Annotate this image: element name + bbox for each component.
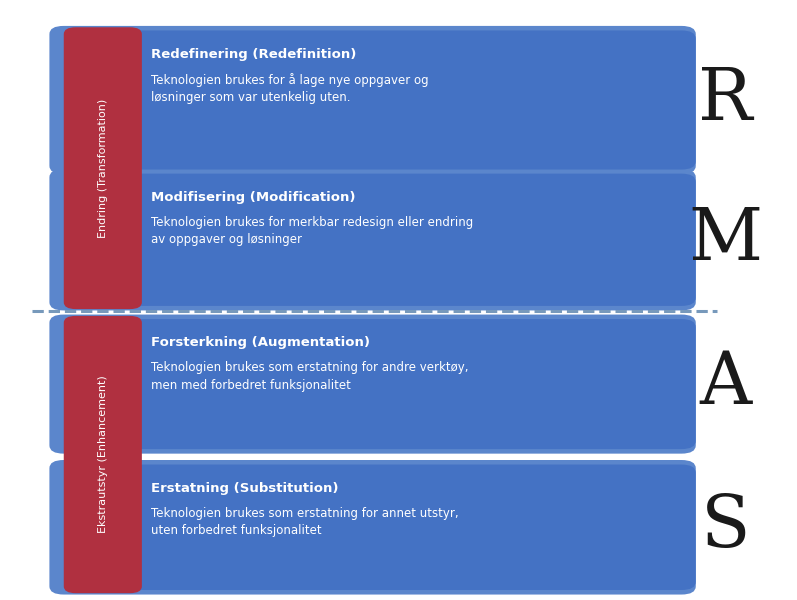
Text: R: R (698, 65, 752, 135)
Text: Endring (Transformation): Endring (Transformation) (98, 98, 108, 238)
FancyBboxPatch shape (49, 460, 696, 595)
Text: Forsterkning (Augmentation): Forsterkning (Augmentation) (151, 337, 371, 349)
Text: Erstatning (Substitution): Erstatning (Substitution) (151, 482, 339, 495)
Text: Teknologien brukes som erstatning for andre verktøy,
men med forbedret funksjona: Teknologien brukes som erstatning for an… (151, 361, 469, 392)
FancyBboxPatch shape (64, 27, 142, 309)
Text: Teknologien brukes for merkbar redesign eller endring
av oppgaver og løsninger: Teknologien brukes for merkbar redesign … (151, 216, 473, 247)
Text: Teknologien brukes for å lage nye oppgaver og
løsninger som var utenkelig uten.: Teknologien brukes for å lage nye oppgav… (151, 73, 429, 104)
FancyBboxPatch shape (121, 319, 696, 449)
Text: S: S (701, 492, 750, 563)
Text: A: A (699, 349, 752, 419)
FancyBboxPatch shape (121, 464, 696, 590)
FancyBboxPatch shape (121, 173, 696, 306)
Text: Teknologien brukes som erstatning for annet utstyr,
uten forbedret funksjonalite: Teknologien brukes som erstatning for an… (151, 507, 459, 538)
Text: M: M (689, 205, 762, 275)
Text: Ekstrautstyr (Enhancement): Ekstrautstyr (Enhancement) (98, 376, 108, 533)
Text: Redefinering (Redefinition): Redefinering (Redefinition) (151, 48, 357, 61)
FancyBboxPatch shape (49, 26, 696, 174)
FancyBboxPatch shape (49, 169, 696, 310)
FancyBboxPatch shape (49, 314, 696, 454)
Text: Modifisering (Modification): Modifisering (Modification) (151, 191, 356, 204)
FancyBboxPatch shape (64, 316, 142, 593)
FancyBboxPatch shape (121, 31, 696, 170)
